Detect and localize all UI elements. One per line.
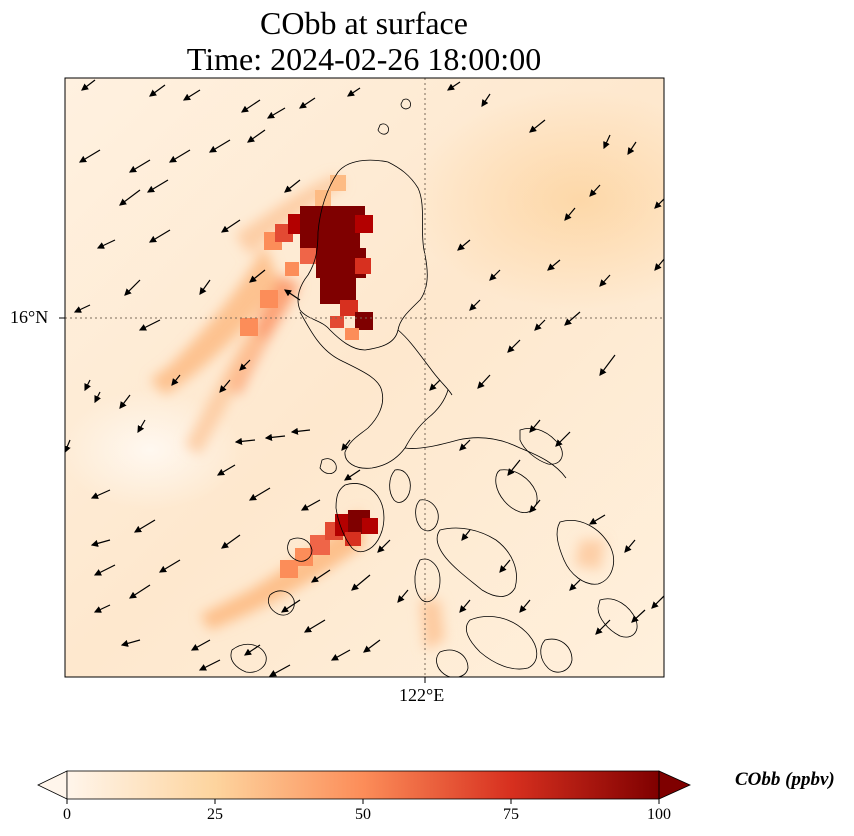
colorbar-gradient (67, 771, 659, 799)
lat-tick-label: 16°N (10, 307, 49, 327)
colorbar-tick-50: 50 (355, 806, 371, 823)
colorbar-label: CObb (ppbv) (735, 769, 835, 790)
plume-north-core (240, 175, 373, 340)
colorbar-tick-100: 100 (647, 806, 671, 823)
colorbar-min-extend (37, 770, 68, 800)
coastline (230, 98, 638, 677)
plume-south-core (280, 510, 378, 578)
wind-vectors (65, 79, 664, 677)
map-title: CObb at surface (260, 5, 468, 41)
colorbar (37, 770, 691, 804)
colorbar-tick-75: 75 (503, 806, 519, 823)
map-subtitle: Time: 2024-02-26 18:00:00 (186, 41, 542, 77)
clean-air-patch (65, 390, 240, 510)
colorbar-tick-25: 25 (207, 806, 223, 823)
colorbar-tick-marks (66, 799, 660, 804)
regional-haze (410, 90, 664, 310)
lon-tick-label: 122°E (399, 685, 445, 705)
colorbar-max-extend (658, 770, 691, 800)
map-frame (64, 77, 665, 678)
colorbar-tick-0: 0 (63, 806, 71, 823)
